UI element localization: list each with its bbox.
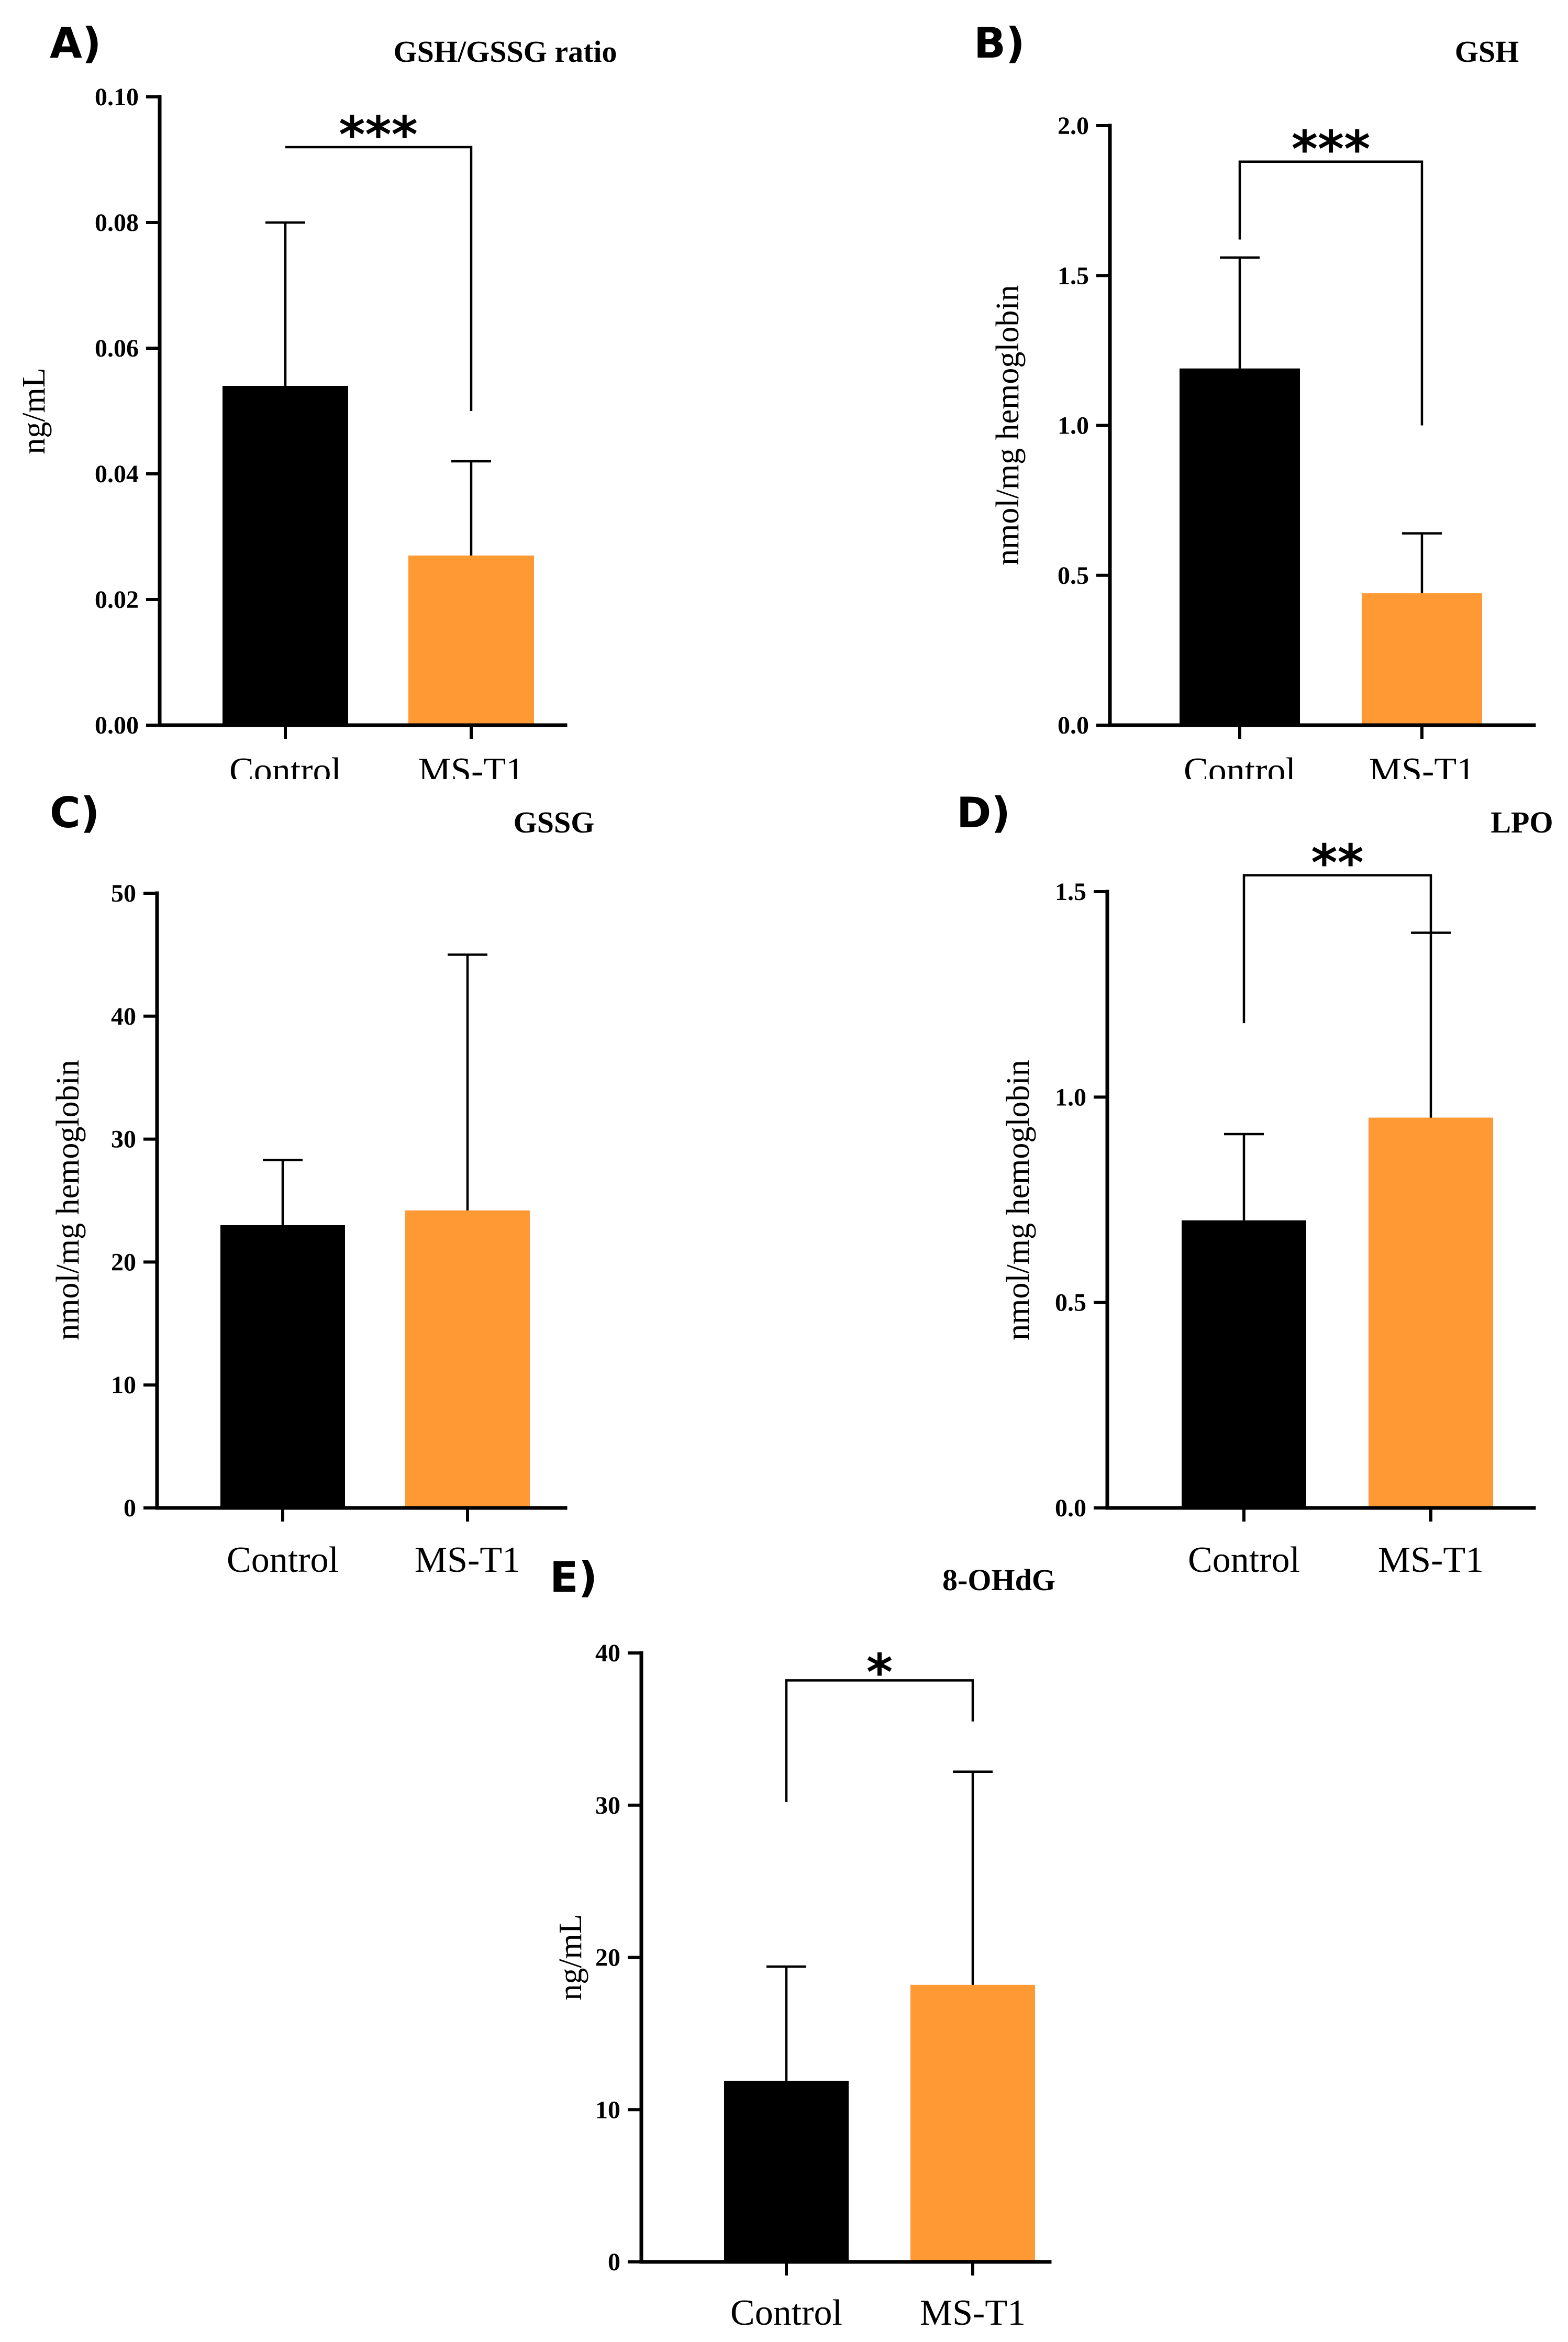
bar-control	[724, 2081, 849, 2262]
y-tick-label: 0.04	[95, 460, 139, 488]
y-tick-label: 1.5	[1055, 878, 1086, 906]
error-bar-control	[1220, 256, 1260, 369]
significance-label: *	[866, 1643, 893, 1702]
y-tick-label: 0	[124, 1494, 136, 1522]
y-tick-label: 40	[595, 1639, 620, 1667]
y-tick-label: 0.08	[95, 209, 139, 237]
x-category-label: MS-T1	[1378, 1540, 1484, 1580]
y-tick-label: 1.5	[1058, 262, 1089, 290]
error-bar-control	[263, 1159, 303, 1225]
y-tick-label: 2.0	[1058, 112, 1089, 140]
y-tick-label: 20	[111, 1248, 136, 1276]
y-tick-label: 0.5	[1058, 562, 1089, 590]
y-tick-label: 40	[111, 1003, 136, 1030]
y-tick-label: 1.0	[1055, 1083, 1086, 1111]
bar-ms-t1	[910, 1984, 1035, 2262]
panel-letter: E)	[550, 1553, 597, 1602]
chart-title: GSH/GSSG ratio	[393, 35, 617, 69]
y-tick-label: 0.0	[1055, 1494, 1086, 1522]
error-bar-control	[265, 221, 305, 386]
significance-label: **	[1311, 834, 1363, 893]
chart-panel-4: D) LPO 0.0 0.5 1.0 1.5 Control MS-T1 nmol/mg hem…	[957, 789, 1553, 1580]
y-tick-label: 0	[608, 2248, 620, 2276]
y-tick-label: 0.00	[95, 712, 139, 739]
x-category-label: MS-T1	[415, 1540, 520, 1580]
y-tick-label: 0.06	[95, 335, 139, 362]
panel-letter: A)	[50, 19, 101, 68]
bar-control	[220, 1225, 345, 1508]
y-tick-label: 50	[111, 880, 136, 907]
y-axis-label: ng/mL	[553, 1914, 588, 2000]
error-bar-ms-t1	[448, 953, 487, 1211]
bar-ms-t1	[1362, 593, 1482, 725]
chart-panel-2: B) GSH 0.0 0.5 1.0 1.5 2.0 Control MS-T1 nmol/mg …	[974, 19, 1536, 791]
y-tick-label: 0.5	[1055, 1289, 1086, 1317]
chart-panel-5: E) 8-OHdG 0 10 20 30 40 Control MS-T1 ng/mL *	[550, 1553, 1055, 2333]
y-tick-label: 30	[111, 1126, 136, 1153]
error-bar-control	[766, 1965, 806, 2081]
error-bar-ms-t1	[1402, 532, 1442, 594]
panel-letter: B)	[974, 19, 1025, 68]
x-category-label: Control	[227, 1540, 339, 1580]
chart-panel-1: A) GSH/GSSG ratio 0.00 0.02 0.04 0.06 0.08 0.10…	[16, 19, 617, 791]
chart-title: GSSG	[514, 805, 595, 839]
y-tick-label: 10	[111, 1371, 136, 1399]
bar-ms-t1	[405, 1210, 530, 1508]
y-axis-label: ng/mL	[16, 368, 52, 454]
y-tick-label: 1.0	[1058, 412, 1089, 440]
chart-title: GSH	[1455, 35, 1519, 69]
significance-label: ***	[1292, 120, 1371, 179]
y-tick-label: 0.10	[95, 83, 139, 111]
error-bar-control	[1224, 1133, 1264, 1220]
significance-label: ***	[339, 106, 418, 164]
y-axis-label: nmol/mg hemoglobin	[990, 285, 1026, 565]
bar-ms-t1	[1369, 1117, 1493, 1508]
significance-bracket	[285, 146, 473, 411]
x-category-label: MS-T1	[418, 751, 524, 791]
significance-bracket	[1238, 160, 1424, 426]
x-category-label: Control	[229, 751, 341, 791]
bar-control	[1182, 1220, 1306, 1508]
chart-title: 8-OHdG	[942, 1563, 1055, 1597]
chart-panel-3: C) GSSG 0 10 20 30 40 50 Control MS-T1 nmol/mg hem…	[50, 789, 594, 1580]
y-tick-label: 0.0	[1058, 712, 1089, 739]
x-category-label: Control	[730, 2293, 842, 2333]
y-tick-label: 30	[595, 1792, 620, 1819]
error-bar-ms-t1	[451, 460, 491, 556]
y-tick-label: 20	[595, 1944, 620, 1972]
error-bar-ms-t1	[1411, 931, 1451, 1118]
y-axis-label: nmol/mg hemoglobin	[50, 1060, 86, 1340]
bar-control	[1180, 368, 1300, 725]
panel-letter: C)	[50, 789, 99, 837]
bar-control	[223, 386, 348, 725]
significance-bracket	[1242, 874, 1432, 1024]
panel-letter: D)	[957, 789, 1010, 837]
x-category-label: MS-T1	[920, 2293, 1026, 2333]
bar-ms-t1	[408, 556, 534, 725]
chart-title: LPO	[1491, 805, 1553, 839]
y-axis-label: nmol/mg hemoglobin	[1000, 1060, 1036, 1340]
y-tick-label: 10	[595, 2096, 620, 2124]
significance-bracket	[785, 1679, 974, 1802]
x-category-label: MS-T1	[1369, 751, 1475, 791]
error-bar-ms-t1	[953, 1770, 993, 1985]
x-category-label: Control	[1184, 751, 1296, 791]
y-tick-label: 0.02	[95, 586, 139, 614]
x-category-label: Control	[1188, 1540, 1300, 1580]
